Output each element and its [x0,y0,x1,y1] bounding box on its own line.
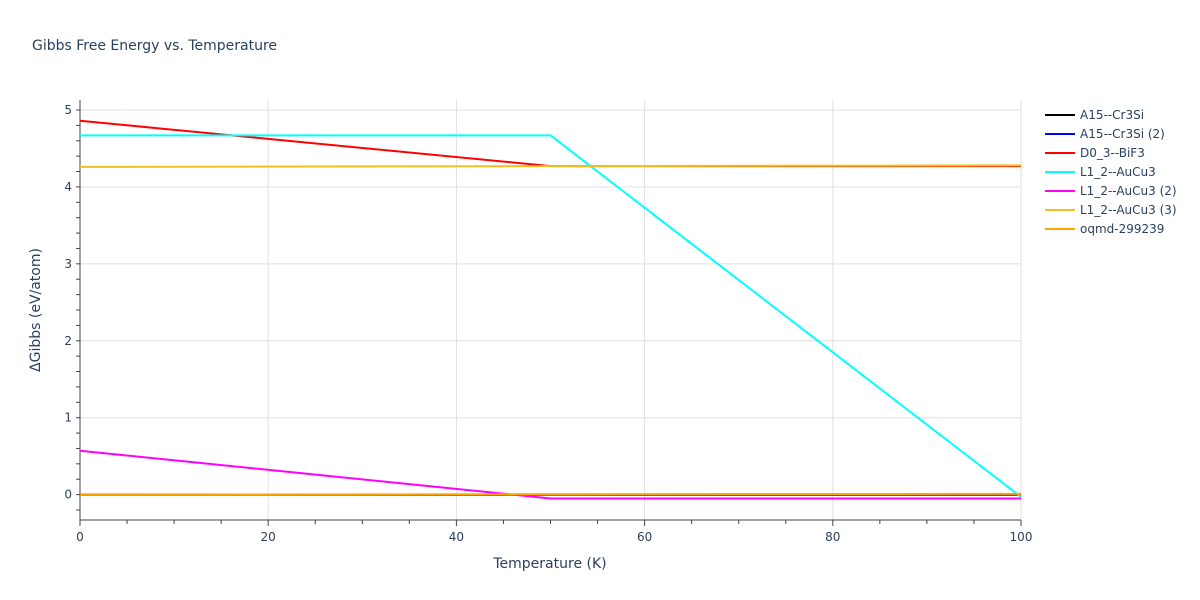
x-tick-label: 20 [261,530,276,544]
y-tick-label: 2 [64,334,72,348]
y-tick-label: 4 [64,180,72,194]
series-lines [79,119,1022,500]
grid [80,100,1022,520]
legend: A15--Cr3Si A15--Cr3Si (2) D0_3--BiF3 L1_2--… [1045,108,1177,236]
legend-label: D0_3--BiF3 [1080,146,1145,160]
legend-label: A15--Cr3Si [1080,108,1144,122]
y-axis-label: ΔGibbs (eV/atom) [28,248,44,372]
legend-item[interactable]: A15--Cr3Si (2) [1045,127,1165,141]
legend-item[interactable]: oqmd-299239 [1045,222,1164,236]
chart-title: Gibbs Free Energy vs. Temperature [32,38,277,54]
y-tick-label: 3 [64,257,72,271]
legend-label: oqmd-299239 [1080,222,1164,236]
x-tick-label: 40 [449,530,464,544]
x-tick-label: 80 [825,530,840,544]
legend-item[interactable]: A15--Cr3Si [1045,108,1144,122]
legend-label: L1_2--AuCu3 (3) [1080,203,1177,217]
x-tick-label: 100 [1010,530,1033,544]
y-tick-label: 5 [64,103,72,117]
series-line-6 [79,492,1022,496]
y-tick-label: 0 [64,488,72,502]
series-line-3 [80,134,1022,498]
legend-item[interactable]: L1_2--AuCu3 [1045,165,1156,179]
legend-item[interactable]: D0_3--BiF3 [1045,146,1145,160]
legend-item[interactable]: L1_2--AuCu3 (3) [1045,203,1177,217]
legend-label: A15--Cr3Si (2) [1080,127,1165,141]
axes: 0 20 40 60 80 100 0 1 2 3 4 5 [64,100,1032,544]
series-line-2 [79,119,1021,168]
x-tick-label: 0 [76,530,84,544]
series-line-5 [79,164,1022,168]
legend-label: L1_2--AuCu3 (2) [1080,184,1177,198]
series-line-4 [79,449,1021,500]
x-axis-label: Temperature (K) [492,556,606,572]
legend-label: L1_2--AuCu3 [1080,165,1156,179]
x-tick-label: 60 [637,530,652,544]
y-tick-label: 1 [64,411,72,425]
legend-item[interactable]: L1_2--AuCu3 (2) [1045,184,1177,198]
